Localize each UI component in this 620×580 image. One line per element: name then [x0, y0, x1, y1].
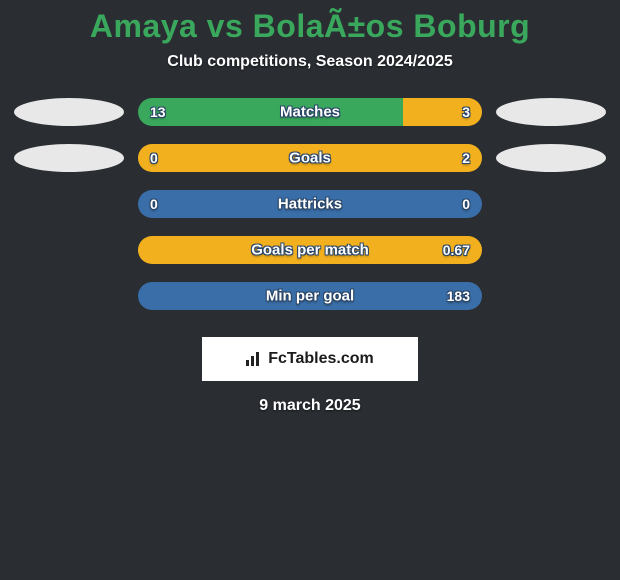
spacer [496, 282, 606, 310]
stat-label: Goals per match [251, 242, 369, 259]
stat-row: Goals per match 0.67 [0, 227, 620, 273]
footer-date: 9 march 2025 [0, 381, 620, 415]
subtitle: Club competitions, Season 2024/2025 [0, 53, 620, 89]
bar-segment-left [138, 98, 403, 126]
stat-bar: Goals 0 2 [138, 144, 482, 172]
stat-bar: Matches 13 3 [138, 98, 482, 126]
stat-value-left: 0 [150, 150, 158, 166]
player-right-icon [496, 144, 606, 172]
bar-chart-icon [246, 352, 262, 366]
spacer [496, 236, 606, 264]
spacer [14, 282, 124, 310]
player-left-icon [14, 98, 124, 126]
stat-bar: Goals per match 0.67 [138, 236, 482, 264]
stat-bar: Hattricks 0 0 [138, 190, 482, 218]
spacer [14, 236, 124, 264]
stat-value-left: 13 [150, 104, 166, 120]
brand-text: FcTables.com [268, 350, 374, 368]
stat-label: Min per goal [266, 288, 354, 305]
player-left-icon [14, 144, 124, 172]
stat-label: Goals [289, 150, 331, 167]
stat-value-right: 3 [462, 104, 470, 120]
page-title: Amaya vs BolaÃ±os Boburg [0, 4, 620, 53]
stat-row: Min per goal 183 [0, 273, 620, 319]
spacer [496, 190, 606, 218]
spacer [14, 190, 124, 218]
player-right-icon [496, 98, 606, 126]
stat-value-right: 0 [462, 196, 470, 212]
stat-value-left: 0 [150, 196, 158, 212]
brand-badge: FcTables.com [202, 337, 418, 381]
stat-rows: Matches 13 3 Goals 0 2 Hattricks 0 0 Goals per ma… [0, 89, 620, 319]
stat-value-right: 183 [447, 288, 470, 304]
stat-row: Hattricks 0 0 [0, 181, 620, 227]
stat-value-right: 0.67 [443, 242, 470, 258]
stat-label: Hattricks [278, 196, 342, 213]
comparison-infographic: Amaya vs BolaÃ±os Boburg Club competitio… [0, 0, 620, 415]
stat-bar: Min per goal 183 [138, 282, 482, 310]
stat-row: Matches 13 3 [0, 89, 620, 135]
stat-row: Goals 0 2 [0, 135, 620, 181]
stat-label: Matches [280, 104, 340, 121]
stat-value-right: 2 [462, 150, 470, 166]
